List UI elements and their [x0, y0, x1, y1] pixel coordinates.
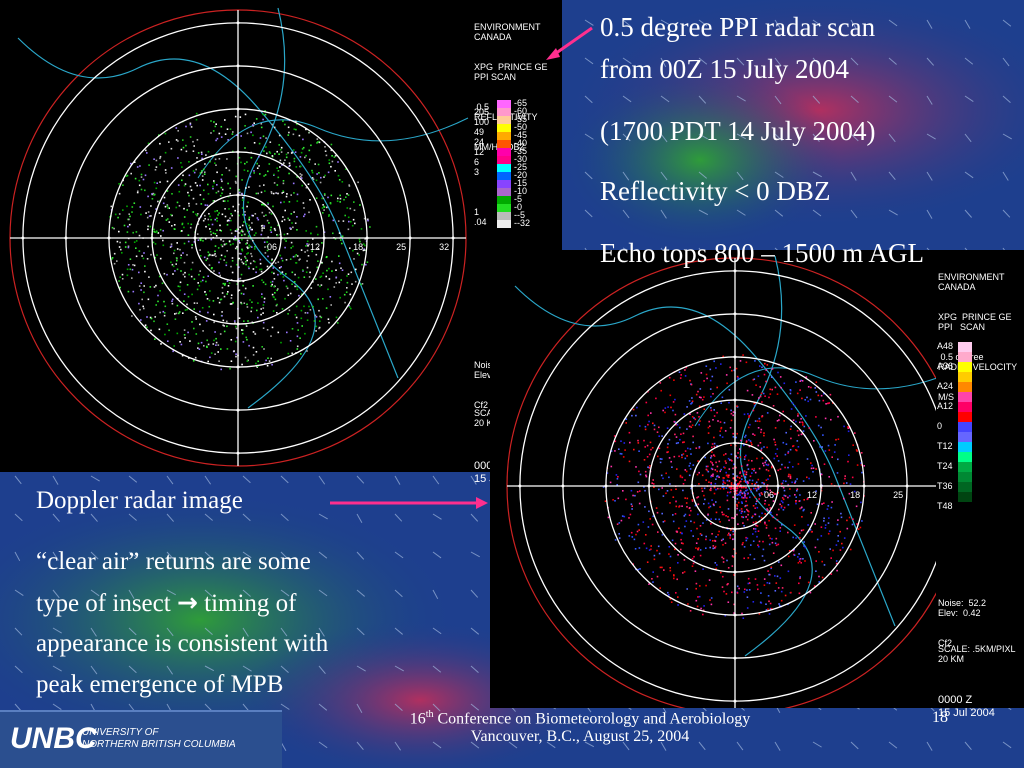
dbz-label: -50	[514, 122, 528, 132]
scale-swatch	[497, 124, 511, 132]
dbz-label: -0	[514, 202, 523, 212]
scale-swatch	[958, 482, 972, 492]
dbz-label: -60	[514, 106, 528, 116]
range-ring-label: 25	[396, 242, 406, 252]
dbz-label: -55	[514, 114, 528, 124]
dbz-label: -35	[514, 146, 528, 156]
scale-swatch	[958, 402, 972, 412]
scale-swatch	[497, 100, 511, 108]
velocity-label: T36	[937, 481, 953, 491]
range-ring-label: 25	[893, 490, 903, 500]
scale-swatch	[958, 492, 972, 502]
dbz-label: -30	[514, 154, 528, 164]
caption-line-1: 0.5 degree PPI radar scan	[600, 12, 876, 42]
scale-swatch	[497, 148, 511, 156]
dbz-label: --32	[514, 218, 531, 228]
rain-rate-label: 6	[474, 157, 480, 167]
rain-rate-label: 1	[474, 207, 480, 217]
scale-swatch	[497, 204, 511, 212]
radar2-info: Noise: 52.2 Elev: 0.42 Cf2	[938, 598, 987, 648]
rain-rate-label: 3	[474, 167, 480, 177]
scale-swatch	[958, 452, 972, 462]
scale-swatch	[497, 108, 511, 116]
velocity-label: A48	[937, 341, 954, 351]
rain-rate-label: 12	[474, 147, 485, 157]
dbz-label: -20	[514, 170, 528, 180]
scale-swatch	[958, 442, 972, 452]
caption-line-2: from 00Z 15 July 2004	[600, 54, 849, 84]
velocity-legend: ENVIRONMENT CANADA XPG PRINCE GE PPI SCAN …	[936, 250, 1024, 719]
dbz-label: --5	[514, 210, 525, 220]
radar2-header: ENVIRONMENT CANADA XPG PRINCE GE PPI SCAN …	[938, 272, 1018, 402]
scale-swatch	[497, 180, 511, 188]
caption-line-3: (1700 PDT 14 July 2004)	[600, 116, 876, 146]
slide-number: 18	[932, 709, 948, 726]
dbz-label: -65	[514, 98, 528, 108]
scale-swatch	[497, 164, 511, 172]
scale-swatch	[958, 392, 972, 402]
body-line-4: peak emergence of MPB	[36, 671, 284, 698]
body-line-1: “clear air” returns are some	[36, 548, 311, 575]
range-ring-label: 12	[310, 242, 320, 252]
doppler-heading: Doppler radar image	[36, 487, 243, 514]
right-arrow-icon: →	[176, 588, 198, 617]
unbc-logo-text: UNIVERSITY OF NORTHERN BRITISH COLUMBIA	[82, 727, 236, 750]
dbz-label: -40	[514, 138, 528, 148]
unbc-logo-mark: UNBC	[10, 722, 97, 755]
scale-swatch	[958, 382, 972, 392]
reflectivity-radar-image: 06 12 18 25 32	[0, 0, 472, 472]
body-line-3: appearance is consistent with	[36, 630, 329, 657]
velocity-label: 0	[937, 421, 943, 431]
scale-swatch	[497, 212, 511, 220]
caption-line-4: Reflectivity < 0 DBZ	[600, 176, 831, 206]
velocity-label: A36	[937, 361, 954, 371]
range-ring-label: 18	[850, 490, 860, 500]
scale-swatch	[958, 362, 972, 372]
scale-swatch	[958, 352, 972, 362]
scale-swatch	[497, 172, 511, 180]
scale-swatch	[958, 462, 972, 472]
range-ring-label: 32	[439, 242, 449, 252]
unbc-logo: UNBC UNIVERSITY OF NORTHERN BRITISH COLUM…	[0, 710, 282, 768]
velocity-label: T12	[937, 441, 953, 451]
dbz-label: -25	[514, 162, 528, 172]
range-ring-label: 12	[807, 490, 817, 500]
caption-line-5: Echo tops 800 – 1500 m AGL	[600, 238, 924, 268]
dbz-label: -10	[514, 186, 528, 196]
radar2-timestamp: 0000 Z 15 Jul 2004	[938, 694, 995, 719]
dbz-label: -5	[514, 194, 523, 204]
scale-swatch	[497, 196, 511, 204]
radar2-scale-text: SCALE: .5KM/PIXL 20 KM	[938, 644, 1016, 664]
scale-swatch	[497, 132, 511, 140]
range-ring-label: 18	[353, 242, 363, 252]
rain-rate-label: 100	[474, 117, 490, 127]
rain-rate-label: 49	[474, 127, 485, 137]
footer-conference: 16th Conference on Biometeorology and Ae…	[409, 709, 751, 746]
scale-swatch	[958, 422, 972, 432]
scale-swatch	[958, 412, 972, 422]
rain-rate-label: 205	[474, 107, 490, 117]
rain-rate-label: 24	[474, 137, 485, 147]
scale-swatch	[958, 472, 972, 482]
velocity-label: T24	[937, 461, 953, 471]
range-ring-label: 06	[764, 490, 774, 500]
velocity-label: A24	[937, 381, 954, 391]
scale-swatch	[497, 116, 511, 124]
scale-swatch	[958, 372, 972, 382]
velocity-label: A12	[937, 401, 954, 411]
scale-swatch	[958, 432, 972, 442]
dbz-label: -15	[514, 178, 528, 188]
scale-swatch	[497, 140, 511, 148]
velocity-label: T48	[937, 501, 953, 511]
scale-swatch	[497, 156, 511, 164]
scale-swatch	[958, 342, 972, 352]
scale-swatch	[497, 220, 511, 228]
range-ring-label: 06	[267, 242, 277, 252]
body-line-2: type of insect → timing of	[36, 588, 297, 617]
dbz-label: -45	[514, 130, 528, 140]
scale-swatch	[497, 188, 511, 196]
rain-rate-label: .04	[474, 217, 487, 227]
